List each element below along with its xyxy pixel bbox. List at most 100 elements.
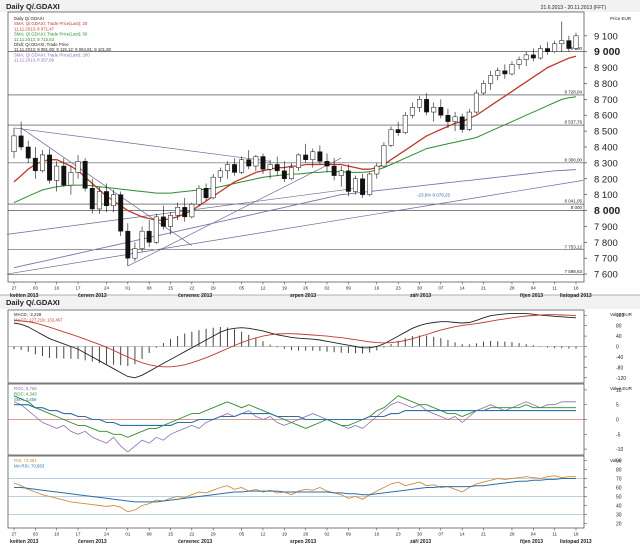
candle-body xyxy=(210,176,216,199)
candle-body xyxy=(502,70,508,75)
candle-body xyxy=(224,164,230,172)
roc-tick-label: 0 xyxy=(616,418,619,424)
macd-legend-entry: MACD; -2,228 xyxy=(14,312,42,317)
candle-body xyxy=(452,116,458,122)
level-label: 7 598,63 xyxy=(564,269,582,274)
legend-entry: 11.11.2013; 8 971,47 xyxy=(14,26,55,31)
legend-entry: SMA; Q/.GDAXI; Trade Price(Last); 200 xyxy=(14,52,90,57)
candle-body xyxy=(317,151,323,162)
candle-body xyxy=(189,203,195,218)
x-tick-label: 08 xyxy=(147,286,153,291)
x-month-label: červenec 2013 xyxy=(178,293,212,299)
candle-body xyxy=(288,167,294,180)
x-tick-label: 05 xyxy=(239,532,245,537)
candle-body xyxy=(523,54,529,60)
lower-title-bar xyxy=(0,295,640,309)
candle-body xyxy=(473,92,479,113)
macd-tick-label: 80 xyxy=(616,324,622,330)
x-month-label: říjen 2013 xyxy=(520,539,543,545)
rsi-tick-label: 80 xyxy=(616,468,622,474)
candle-body xyxy=(217,170,223,178)
candle-body xyxy=(438,107,444,116)
candle-body xyxy=(545,48,550,52)
candle-body xyxy=(61,165,67,186)
x-tick-label: 15 xyxy=(168,286,174,291)
y-tick-label: 8 600 xyxy=(594,111,618,122)
x-tick-label: 10 xyxy=(54,532,60,537)
x-tick-label: 24 xyxy=(104,532,110,537)
roc-legend-entry: ROC; 4,343 xyxy=(14,392,37,397)
main-title-bar xyxy=(0,0,640,12)
x-month-label: listopad 2013 xyxy=(560,293,592,299)
x-month-label: červen 2013 xyxy=(78,293,107,299)
candle-body xyxy=(139,230,145,249)
candle-body xyxy=(345,170,351,192)
x-tick-label: 26 xyxy=(303,532,309,537)
x-tick-label: 07 xyxy=(438,532,444,537)
x-month-label: září 2013 xyxy=(410,293,431,299)
rsi-panel-frame xyxy=(7,455,585,529)
x-month-label: říjen 2013 xyxy=(520,293,543,299)
x-tick-label: 11 xyxy=(552,286,557,291)
candle-body xyxy=(459,116,465,130)
candle-body xyxy=(11,135,17,153)
macd-legend-entry: MACD; 127,219; 133,467 xyxy=(14,318,63,323)
x-tick-label: 07 xyxy=(438,286,444,291)
roc-tick-label: 5 xyxy=(616,403,619,409)
candle-body xyxy=(260,156,266,170)
x-tick-label: 22 xyxy=(189,286,195,291)
rsi-tick-label: 90 xyxy=(616,459,622,465)
x-tick-label: 27 xyxy=(11,532,17,537)
x-tick-label: 03 xyxy=(33,286,39,291)
y-tick-label: 7 900 xyxy=(594,222,618,233)
x-tick-label: 09 xyxy=(346,286,352,291)
candle-body xyxy=(495,70,501,76)
y-tick-label: 8 000 xyxy=(594,205,620,217)
x-tick-label: 24 xyxy=(104,286,110,291)
macd-tick-label: -40 xyxy=(616,355,623,361)
candle-body xyxy=(89,188,95,210)
roc-tick-label: -5 xyxy=(616,432,621,438)
legend-entry: Dhdl; Q/.GDAXI; Trade Price xyxy=(14,42,69,47)
y-tick-label: 8 300 xyxy=(594,158,618,169)
candle-body xyxy=(104,191,109,207)
x-tick-label: 09 xyxy=(346,532,352,537)
candle-body xyxy=(68,172,74,186)
candle-body xyxy=(573,35,579,49)
x-tick-label: 01 xyxy=(125,286,131,291)
macd-axis-title: Value EUR xyxy=(610,312,633,317)
y-tick-label: 7 700 xyxy=(594,254,618,265)
macd-signal-line xyxy=(13,314,577,368)
candle-body xyxy=(310,151,316,160)
date-range-label: 21.6.2013 - 20.11.2013 (FFT) xyxy=(541,5,607,11)
candle-body xyxy=(175,207,181,216)
candle-body xyxy=(118,194,124,232)
rsi-tick-label: 30 xyxy=(616,513,622,519)
x-tick-label: 29 xyxy=(211,532,217,537)
macd-line xyxy=(13,312,577,379)
candle-body xyxy=(132,248,138,259)
x-tick-label: 26 xyxy=(303,286,309,291)
x-month-label: červen 2013 xyxy=(78,539,107,545)
level-label: 7 753,12 xyxy=(564,244,582,249)
x-tick-label: 03 xyxy=(33,532,39,537)
x-tick-label: 19 xyxy=(282,532,288,537)
x-tick-label: 30 xyxy=(417,532,423,537)
candle-body xyxy=(54,165,60,181)
candle-body xyxy=(168,215,173,227)
sma200-line xyxy=(13,169,577,269)
candle-body xyxy=(75,161,81,173)
x-tick-label: 08 xyxy=(147,532,153,537)
y-tick-label: 8 800 xyxy=(594,79,618,90)
candle-body xyxy=(466,111,472,130)
candle-body xyxy=(96,191,102,210)
candle-body xyxy=(253,156,259,167)
candle-body xyxy=(381,145,387,167)
candle-body xyxy=(445,114,451,122)
roc-line-purple xyxy=(13,401,576,453)
candle-body xyxy=(566,40,572,49)
candle-body xyxy=(424,99,430,113)
x-tick-label: 28 xyxy=(509,532,515,537)
candle-body xyxy=(331,165,337,176)
